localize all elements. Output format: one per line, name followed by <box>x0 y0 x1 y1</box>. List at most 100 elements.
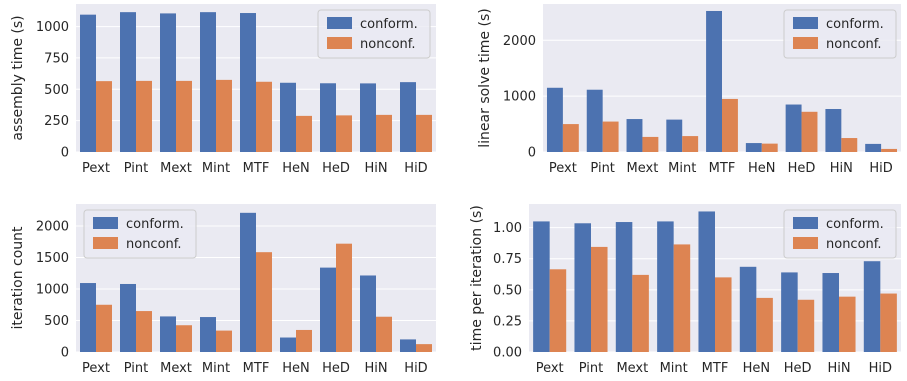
x-tick-label: HiN <box>364 361 387 376</box>
bar-nonconf-Pint <box>136 311 152 352</box>
bar-nonconf-HiN <box>841 138 858 152</box>
bar-conform-Pint <box>120 12 136 152</box>
bar-conform-HeN <box>280 337 296 352</box>
bar-nonconf-HiD <box>880 293 897 352</box>
legend-swatch <box>93 217 118 229</box>
x-tick-label: HeN <box>282 361 310 376</box>
x-tick-label: HeD <box>788 161 816 176</box>
x-tick-label: MTF <box>702 361 729 376</box>
bar-conform-Mint <box>200 317 216 352</box>
x-tick-label: Mext <box>160 161 192 176</box>
bar-nonconf-MTF <box>256 81 272 152</box>
legend: conform. nonconf. <box>317 9 431 59</box>
chart-panel-4: 0.00 0.25 0.50 0.75 1.00 Pext Pint Mext Mint MTF H… <box>469 204 901 376</box>
x-tick-label: Pint <box>124 161 149 176</box>
bar-conform-Mext <box>160 13 176 152</box>
legend-label: nonconf. <box>126 237 182 252</box>
legend: conform. nonconf. <box>83 209 197 259</box>
x-tick-label: Pext <box>82 161 110 176</box>
bar-nonconf-Mint <box>682 136 699 152</box>
bar-conform-Pext <box>80 283 96 352</box>
x-tick-label: Pint <box>590 161 615 176</box>
chart-panel-2: 0 1000 2000 Pext Pint Mext Mint MTF HeN HeD HiN HiD… <box>477 4 901 176</box>
bar-nonconf-Pext <box>549 269 567 352</box>
bar-nonconf-Mint <box>216 79 232 152</box>
y-tick-label: 0 <box>528 146 536 161</box>
bar-conform-Mext <box>160 316 176 352</box>
legend-label: nonconf. <box>360 37 416 52</box>
bar-nonconf-HeD <box>801 111 818 152</box>
x-tick-label: Mext <box>160 361 192 376</box>
legend-swatch <box>793 217 818 229</box>
y-tick-label: 500 <box>44 83 69 98</box>
bar-nonconf-HeN <box>756 297 773 352</box>
bar-nonconf-HeD <box>336 243 352 352</box>
x-tick-label: Pint <box>124 361 149 376</box>
bar-conform-HeN <box>739 266 757 352</box>
legend-label: conform. <box>826 217 884 232</box>
bar-nonconf-Pint <box>591 246 608 352</box>
bar-conform-HiD <box>400 339 416 352</box>
x-tick-label: HeN <box>748 161 776 176</box>
x-tick-label: Mint <box>668 161 696 176</box>
bar-conform-Mext <box>615 222 633 352</box>
bar-nonconf-Pint <box>602 121 619 152</box>
bar-nonconf-Mint <box>216 330 232 352</box>
bar-conform-HeD <box>320 83 336 152</box>
bar-nonconf-Mext <box>176 80 192 152</box>
bar-conform-Pext <box>80 14 96 153</box>
chart-panel-3: 0 500 1000 1500 2000 Pext Pint Mext Mint MTF HeN He… <box>10 204 436 376</box>
y-tick-label: 0 <box>61 346 69 361</box>
y-tick-label: 0.75 <box>493 252 522 267</box>
x-tick-label: MTF <box>243 361 270 376</box>
y-tick-label: 1000 <box>36 20 69 35</box>
bar-conform-HeD <box>785 104 802 152</box>
y-tick-label: 1000 <box>503 90 536 105</box>
bar-conform-HiN <box>825 108 842 152</box>
bar-nonconf-MTF <box>256 252 272 352</box>
bar-nonconf-Pext <box>562 124 579 152</box>
bar-nonconf-Mext <box>176 325 192 352</box>
bar-nonconf-Mext <box>642 136 659 152</box>
bar-nonconf-Pext <box>96 81 112 152</box>
bar-nonconf-Mext <box>632 274 649 352</box>
y-tick-label: 0.50 <box>493 283 522 298</box>
legend-label: nonconf. <box>826 37 882 52</box>
x-tick-label: Mint <box>202 361 230 376</box>
bar-conform-Mint <box>200 12 216 152</box>
bar-conform-MTF <box>698 211 715 352</box>
bar-conform-HiD <box>863 261 881 352</box>
bar-nonconf-HeD <box>336 115 352 152</box>
legend: conform. nonconf. <box>783 209 897 259</box>
bar-conform-HeD <box>781 272 798 352</box>
x-tick-label: Pext <box>82 361 110 376</box>
legend: conform. nonconf. <box>783 9 897 59</box>
legend-swatch <box>327 17 352 29</box>
x-tick-label: HeD <box>784 361 812 376</box>
x-tick-label: MTF <box>709 161 736 176</box>
x-tick-label: HiD <box>404 361 427 376</box>
bar-conform-MTF <box>706 10 722 153</box>
bar-conform-HeN <box>280 82 296 152</box>
bar-conform-HiD <box>865 143 882 152</box>
bar-nonconf-HeD <box>797 299 815 352</box>
bar-nonconf-MTF <box>722 98 738 152</box>
bar-conform-Mext <box>626 119 643 152</box>
chart-panel-1: 0 250 500 750 1000 Pext Pint Mext Mint MTF HeN HeD H… <box>10 4 436 176</box>
y-tick-label: 750 <box>44 51 69 66</box>
bar-conform-HiN <box>822 273 839 352</box>
bar-nonconf-HiD <box>416 114 432 152</box>
bar-conform-HiN <box>360 83 376 152</box>
legend-swatch <box>793 37 818 49</box>
x-tick-label: Mext <box>627 161 659 176</box>
bar-nonconf-Pint <box>136 80 152 152</box>
y-tick-label: 1500 <box>36 251 69 266</box>
y-tick-label: 1000 <box>36 283 69 298</box>
legend-label: conform. <box>126 217 184 232</box>
bar-nonconf-HiD <box>881 148 898 152</box>
y-tick-label: 250 <box>44 114 69 129</box>
x-tick-label: HeD <box>322 361 350 376</box>
y-axis-label: iteration count <box>10 226 26 330</box>
legend-label: conform. <box>826 17 884 32</box>
